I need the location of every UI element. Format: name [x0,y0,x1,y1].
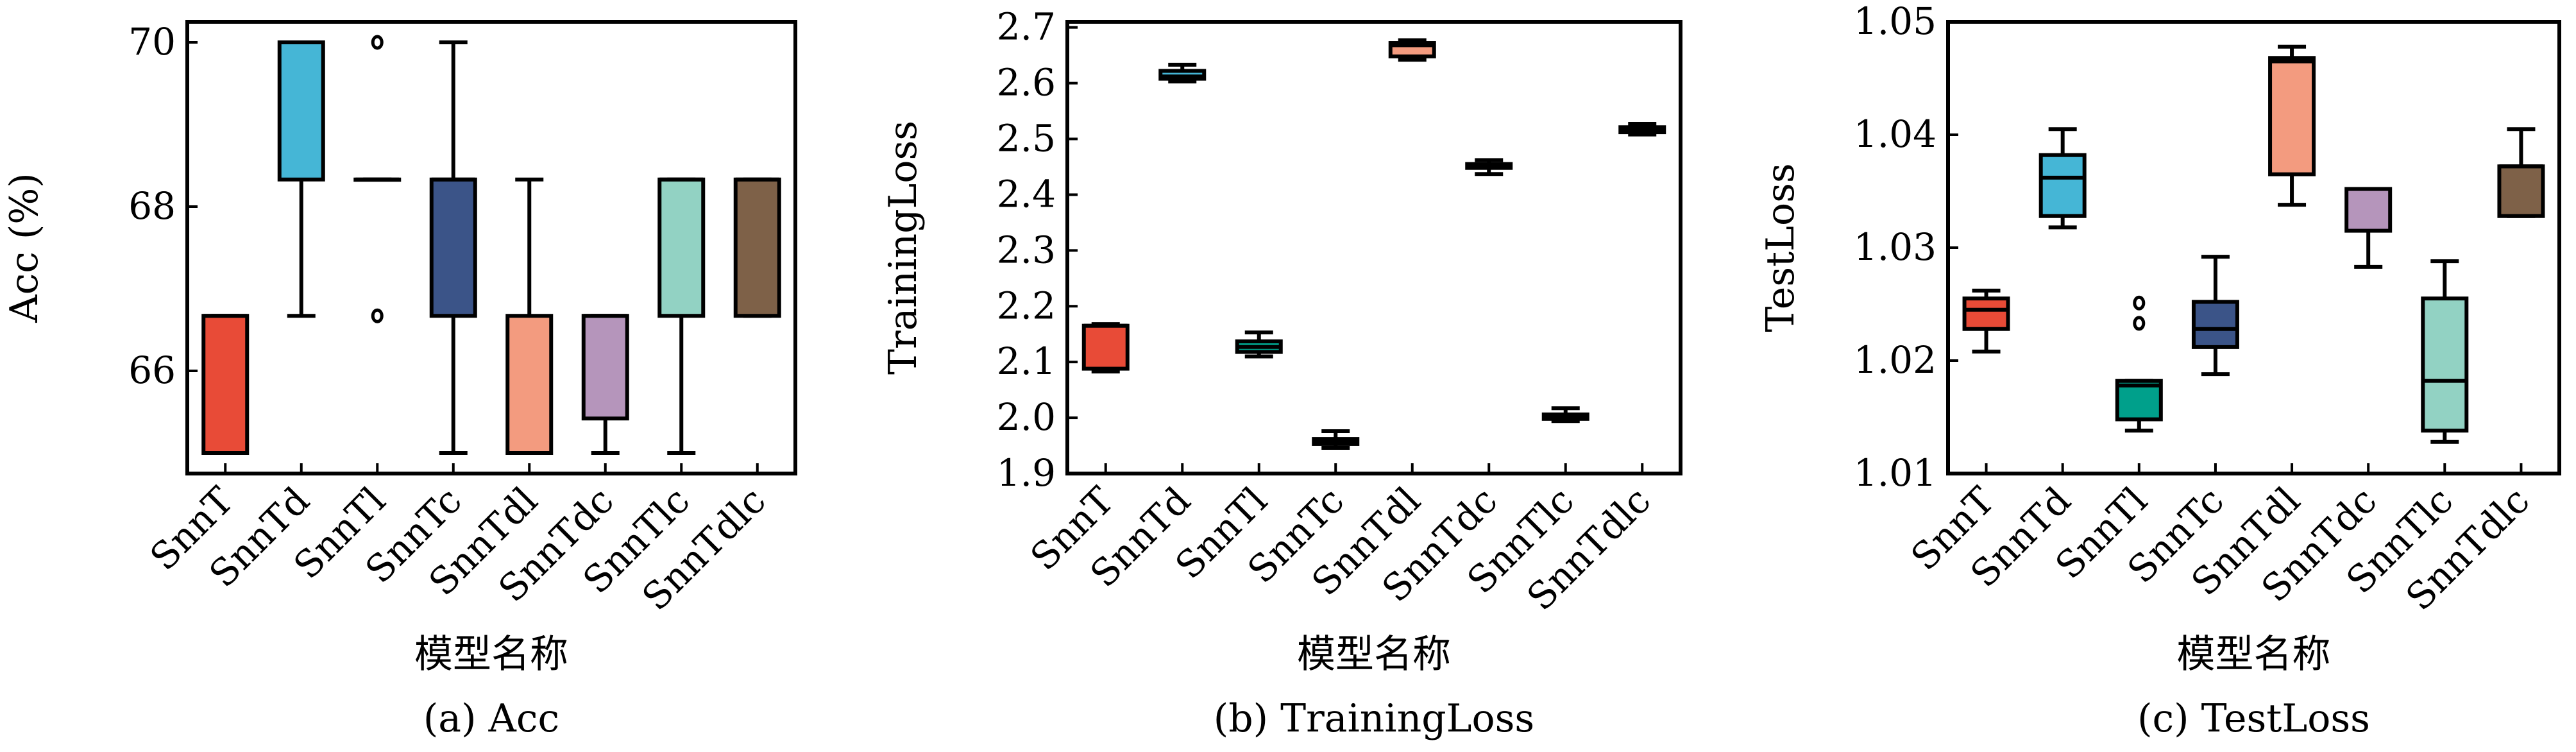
iqr-box [2344,187,2393,233]
axes-frame [185,20,797,475]
axes-frame [1065,20,1682,475]
y-tick-label: 1.05 [1854,0,1936,43]
subfigure-caption: (b) TrainingLoss [1214,696,1534,741]
box-SnnTdlc: SnnTdlc [634,177,781,619]
axes-frame [1946,20,2561,475]
y-tick-label: 2.3 [997,228,1056,271]
y-tick-label: 1.03 [1854,225,1936,269]
outlier-point [2133,295,2146,311]
iqr-box [505,314,554,455]
chart-panel-2: 1.92.02.12.22.32.42.52.62.7SnnTSnnTdSnnT… [881,5,1682,741]
x-axis-label: 模型名称 [414,632,568,677]
iqr-box [2038,153,2087,218]
iqr-box [581,314,629,421]
y-tick-label: 2.0 [997,395,1056,439]
iqr-box [429,177,477,318]
y-tick-label: 66 [128,348,176,392]
x-axis-label: 模型名称 [1297,632,1451,677]
y-tick-label: 2.1 [997,339,1056,383]
outlier-point [2133,316,2146,331]
y-axis-label: TestLoss [1758,163,1803,332]
y-tick-label: 1.9 [997,451,1056,495]
iqr-box [733,177,781,318]
y-axis-label: TrainingLoss [881,121,926,375]
y-tick-label: 70 [128,20,176,64]
y-tick-label: 2.2 [997,284,1056,327]
outlier-point [371,308,384,323]
iqr-box [1962,296,2010,331]
y-tick-label: 2.7 [997,5,1056,49]
y-tick-label: 1.01 [1854,451,1936,495]
y-tick-label: 2.4 [997,172,1056,216]
outlier-point [371,35,384,50]
y-tick-label: 1.04 [1854,112,1936,156]
iqr-box [277,40,325,182]
y-tick-label: 68 [128,184,176,228]
subfigure-caption: (c) TestLoss [2137,696,2370,741]
chart-panel-1: 666870SnnTSnnTdSnnTlSnnTcSnnTdlSnnTdcSnn… [2,20,797,741]
y-tick-label: 1.02 [1854,338,1936,382]
iqr-box [657,177,706,318]
y-tick-label: 2.6 [997,61,1056,105]
y-axis-label: Acc (%) [2,173,47,323]
iqr-box [2497,164,2545,218]
x-axis-label: 模型名称 [2177,632,2331,677]
iqr-box [1081,323,1130,371]
y-tick-label: 2.5 [997,117,1056,160]
subfigure-caption: (a) Acc [423,696,559,741]
chart-panel-3: 1.011.021.031.041.05SnnTSnnTdSnnTlSnnTcS… [1758,0,2561,741]
iqr-box [2268,56,2316,176]
iqr-box [2191,300,2239,349]
iqr-box [2421,296,2469,433]
iqr-box [201,314,250,455]
